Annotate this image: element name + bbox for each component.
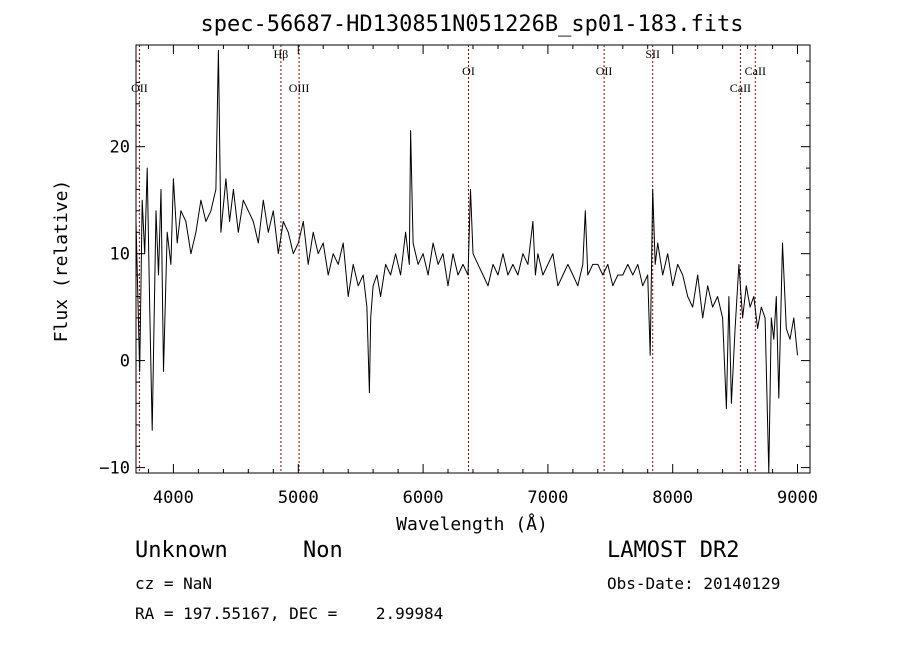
y-tick-label: 0 <box>120 352 130 372</box>
coordinates-text: RA = 197.55167, DEC = 2.99984 <box>135 604 444 623</box>
object-class: Unknown <box>135 538 228 563</box>
redshift-text: cz = NaN <box>135 574 213 593</box>
x-tick-label: 5000 <box>278 488 319 508</box>
x-tick-label: 4000 <box>153 488 194 508</box>
x-tick-label: 9000 <box>777 488 818 508</box>
survey-name: LAMOST DR2 <box>607 538 740 563</box>
y-tick-label: 10 <box>110 245 130 265</box>
y-tick-label: 20 <box>110 138 130 158</box>
spectral-line-label: SII <box>645 47 660 61</box>
spectral-line-label: OII <box>596 64 613 78</box>
spectral-line-label: CaII <box>745 64 766 78</box>
spectral-line-label: CaII <box>730 81 751 95</box>
x-axis-label: Wavelength (Å) <box>396 513 548 535</box>
spectral-line-label: Hβ <box>274 47 289 61</box>
spectral-line-label: OIII <box>289 81 310 95</box>
y-tick-label: −10 <box>99 459 130 479</box>
spectral-line-label: OII <box>131 81 148 95</box>
spectrum-series-line <box>135 49 798 474</box>
x-tick-label: 7000 <box>527 488 568 508</box>
obs-date: Obs-Date: 20140129 <box>607 574 781 593</box>
x-tick-label: 6000 <box>403 488 444 508</box>
axis-ticks: 4000 5000 6000 7000 8000 9000 −10 0 10 20 <box>99 45 818 508</box>
x-tick-label: 8000 <box>652 488 693 508</box>
chart-title: spec-56687-HD130851N051226B_sp01-183.fit… <box>200 12 743 37</box>
y-axis-label: Flux (relative) <box>51 180 72 343</box>
spectral-line-markers: OII Hβ OIII OI OII SII CaII CaII <box>131 45 766 473</box>
object-subclass: Non <box>303 538 343 563</box>
plot-frame <box>135 44 811 474</box>
spectral-line-label: OI <box>462 64 475 78</box>
